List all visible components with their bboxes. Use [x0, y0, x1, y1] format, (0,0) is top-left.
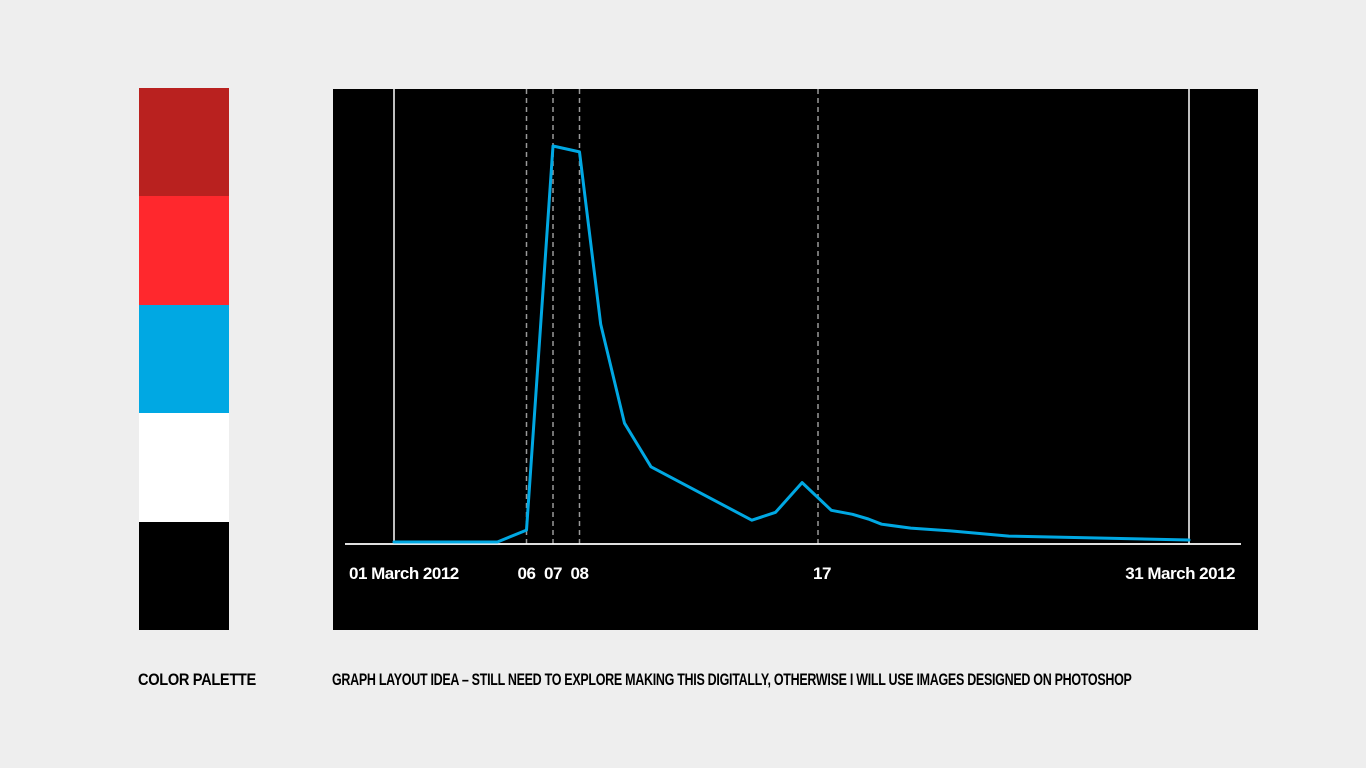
- tick-label-01-march-2012: 01 March 2012: [349, 564, 459, 583]
- graph-caption: GRAPH LAYOUT IDEA – STILL NEED TO EXPLOR…: [332, 670, 1132, 689]
- series-line-1: [392, 144, 1191, 544]
- color-palette: [139, 88, 229, 630]
- tick-label-07: 07: [544, 564, 562, 583]
- swatch-blue: [139, 304, 229, 415]
- tick-label-06: 06: [518, 564, 536, 583]
- palette-caption: COLOR PALETTE: [138, 670, 256, 689]
- swatch-red: [139, 196, 229, 306]
- swatch-black: [139, 521, 229, 630]
- swatch-white: [139, 413, 229, 523]
- line-chart: 01 March 2012 06 07 08 17 31 March 2012: [345, 89, 1241, 583]
- chart-panel: 01 March 2012 06 07 08 17 31 March 2012: [333, 89, 1258, 630]
- tick-label-31-march-2012: 31 March 2012: [1125, 564, 1235, 583]
- swatch-dark-red: [139, 88, 229, 198]
- tick-label-17: 17: [813, 564, 831, 583]
- tick-label-08: 08: [571, 564, 589, 583]
